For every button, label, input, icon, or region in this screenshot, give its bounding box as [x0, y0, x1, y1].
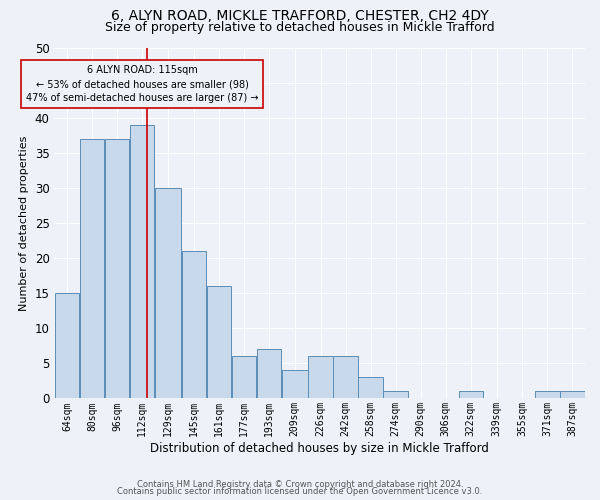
- Bar: [182, 251, 206, 398]
- Text: Contains public sector information licensed under the Open Government Licence v3: Contains public sector information licen…: [118, 487, 482, 496]
- Bar: [155, 188, 181, 398]
- Bar: [334, 356, 358, 399]
- Bar: [458, 392, 483, 398]
- Bar: [308, 356, 332, 399]
- Bar: [105, 138, 129, 398]
- Bar: [55, 293, 79, 399]
- Text: 6, ALYN ROAD, MICKLE TRAFFORD, CHESTER, CH2 4DY: 6, ALYN ROAD, MICKLE TRAFFORD, CHESTER, …: [111, 9, 489, 23]
- Bar: [282, 370, 308, 398]
- Text: Contains HM Land Registry data © Crown copyright and database right 2024.: Contains HM Land Registry data © Crown c…: [137, 480, 463, 489]
- Bar: [130, 124, 154, 398]
- Bar: [535, 392, 560, 398]
- Y-axis label: Number of detached properties: Number of detached properties: [19, 136, 29, 310]
- Bar: [206, 286, 231, 399]
- Bar: [257, 350, 281, 399]
- Bar: [383, 392, 408, 398]
- Bar: [80, 138, 104, 398]
- X-axis label: Distribution of detached houses by size in Mickle Trafford: Distribution of detached houses by size …: [150, 442, 489, 455]
- Bar: [232, 356, 256, 399]
- Bar: [358, 378, 383, 398]
- Bar: [560, 392, 584, 398]
- Text: 6 ALYN ROAD: 115sqm
← 53% of detached houses are smaller (98)
47% of semi-detach: 6 ALYN ROAD: 115sqm ← 53% of detached ho…: [26, 65, 259, 103]
- Text: Size of property relative to detached houses in Mickle Trafford: Size of property relative to detached ho…: [105, 21, 495, 34]
